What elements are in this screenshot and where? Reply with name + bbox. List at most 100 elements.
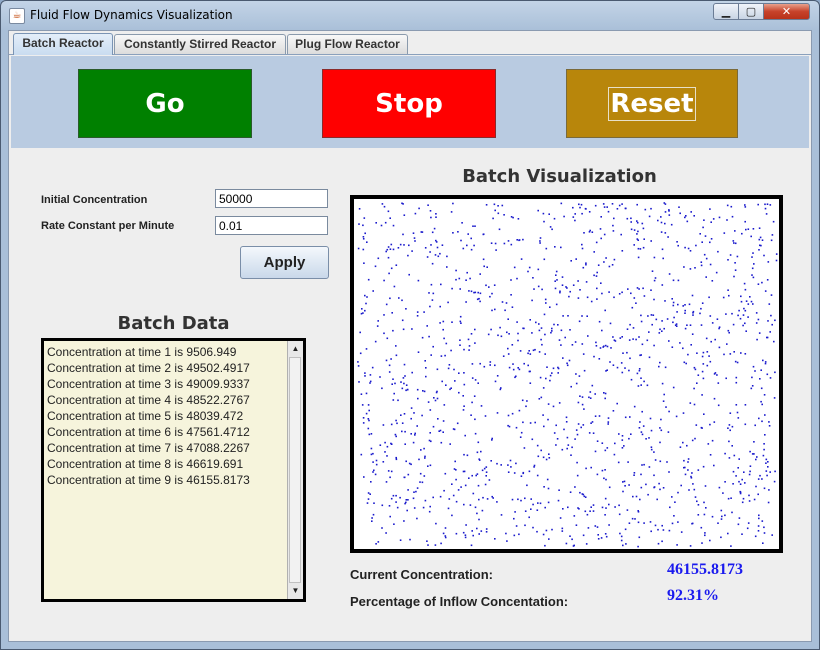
particle xyxy=(363,217,366,219)
particle xyxy=(629,416,631,418)
particle xyxy=(452,494,455,497)
particle xyxy=(653,279,656,282)
batch-data-scrollbar[interactable]: ▲ ▼ xyxy=(287,341,303,599)
particle xyxy=(643,380,645,383)
particle xyxy=(650,429,653,432)
particle xyxy=(515,426,518,429)
particle xyxy=(762,359,764,362)
particle xyxy=(614,506,616,508)
scroll-up-arrow-icon[interactable]: ▲ xyxy=(291,344,300,353)
reset-button[interactable]: Reset xyxy=(566,69,738,138)
rate-constant-input[interactable] xyxy=(215,216,328,235)
scroll-thumb[interactable] xyxy=(289,357,301,583)
tab-constantly-stirred-reactor[interactable]: Constantly Stirred Reactor xyxy=(114,34,286,54)
particle xyxy=(664,232,667,234)
particle xyxy=(553,217,556,220)
particle xyxy=(532,349,535,352)
tab-plug-flow-reactor[interactable]: Plug Flow Reactor xyxy=(287,34,408,54)
particle xyxy=(758,514,760,517)
tab-batch-reactor[interactable]: Batch Reactor xyxy=(13,33,113,55)
particle xyxy=(403,382,405,385)
particle xyxy=(624,207,627,210)
particle xyxy=(685,362,687,365)
particle xyxy=(604,469,606,471)
particle xyxy=(545,302,547,304)
particle xyxy=(621,439,624,441)
particle xyxy=(460,486,462,488)
particle xyxy=(375,543,377,545)
particle xyxy=(465,524,467,526)
particle xyxy=(555,303,558,306)
particle xyxy=(753,263,755,265)
particle xyxy=(410,417,412,420)
particle xyxy=(408,244,410,247)
particle xyxy=(392,378,394,380)
particle xyxy=(585,208,587,210)
maximize-button[interactable]: ▢ xyxy=(738,3,764,20)
particle xyxy=(703,413,705,415)
particle xyxy=(737,417,740,419)
particle xyxy=(512,368,515,371)
particle xyxy=(640,320,643,323)
particle xyxy=(515,375,517,378)
apply-button[interactable]: Apply xyxy=(240,246,329,279)
particle xyxy=(692,312,694,314)
particle xyxy=(619,337,622,339)
particle xyxy=(622,352,624,354)
particle xyxy=(641,433,644,436)
particle xyxy=(760,387,763,390)
particle xyxy=(434,399,437,402)
particle xyxy=(679,212,681,215)
particle xyxy=(539,237,542,239)
particle xyxy=(533,288,535,290)
scroll-down-arrow-icon[interactable]: ▼ xyxy=(291,586,300,595)
particle xyxy=(701,241,703,243)
particle xyxy=(494,538,496,540)
particle xyxy=(575,258,577,260)
go-button[interactable]: Go xyxy=(78,69,252,138)
particle xyxy=(634,518,636,520)
particle xyxy=(413,412,415,414)
particle xyxy=(560,344,562,346)
particle xyxy=(597,534,599,536)
particle xyxy=(700,307,702,310)
particle xyxy=(429,210,432,212)
particle xyxy=(513,517,515,520)
particle xyxy=(640,431,643,433)
particle xyxy=(416,517,418,520)
particle xyxy=(638,536,641,539)
particle xyxy=(689,250,692,252)
particle xyxy=(694,368,697,371)
title-bar[interactable]: ☕ Fluid Flow Dynamics Visualization ▁ ▢ … xyxy=(1,1,819,29)
particle xyxy=(506,331,508,334)
minimize-button[interactable]: ▁ xyxy=(713,3,739,20)
particle xyxy=(596,271,598,274)
particle xyxy=(431,299,434,301)
particle xyxy=(372,452,374,455)
particle xyxy=(395,456,397,459)
particle xyxy=(456,422,459,425)
particle xyxy=(590,422,592,424)
particle xyxy=(471,401,473,404)
particle xyxy=(722,492,724,494)
stop-button[interactable]: Stop xyxy=(322,69,496,138)
particle xyxy=(540,327,543,329)
particle xyxy=(771,323,773,326)
particle xyxy=(664,300,666,302)
batch-data-title: Batch Data xyxy=(117,313,230,334)
batch-data-list[interactable]: Concentration at time 1 is 9506.949 Conce… xyxy=(41,338,306,602)
particle xyxy=(628,484,630,486)
particle xyxy=(478,533,480,535)
particle xyxy=(728,294,730,297)
initial-concentration-input[interactable] xyxy=(215,189,328,208)
particle xyxy=(628,369,630,372)
particle xyxy=(768,303,771,305)
particle xyxy=(574,341,577,343)
particle xyxy=(476,527,478,530)
particle xyxy=(389,476,391,479)
close-button[interactable]: ✕ xyxy=(763,3,810,20)
particle xyxy=(650,530,652,533)
particle xyxy=(370,447,373,450)
particle xyxy=(676,544,678,546)
particle xyxy=(649,521,652,523)
